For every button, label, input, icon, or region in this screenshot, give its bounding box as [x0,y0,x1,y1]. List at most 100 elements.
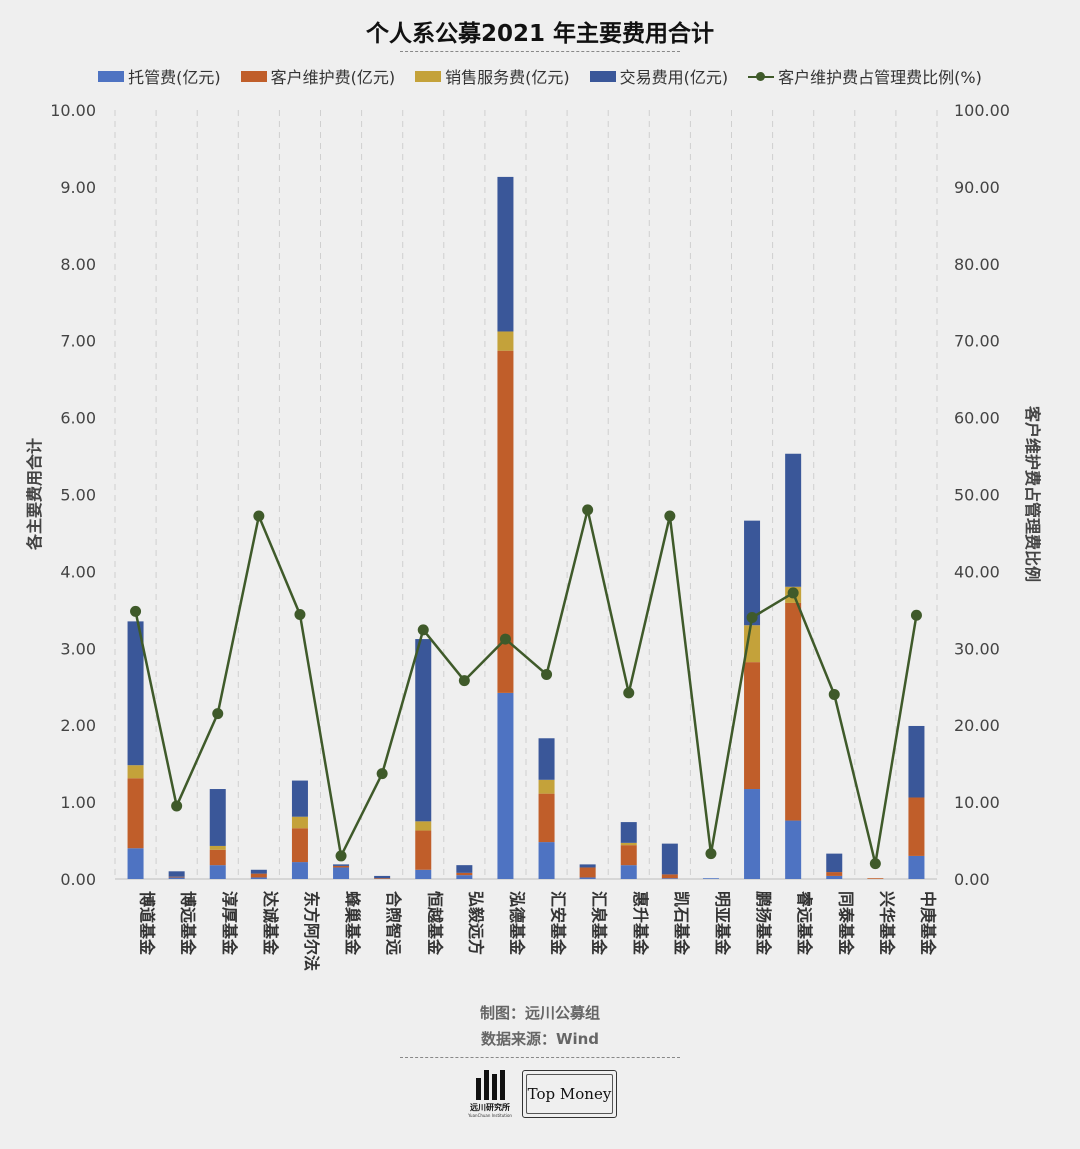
bar-segment-trading [291,780,308,817]
bar-segment-client-maintenance [538,793,555,843]
yuanchuan-logo-text: 远川研究所 [470,1103,510,1112]
footer-source: 数据来源：Wind [480,1030,600,1048]
x-tick-label: 淳厚基金 [220,891,239,956]
legend-swatch-ratio [748,71,775,82]
y-tick-label-right: 60.00 [954,409,1000,428]
y-tick-label-right: 40.00 [954,562,1000,581]
y-tick-label-right: 70.00 [954,332,1000,351]
y-tick-label-left: 7.00 [60,332,96,351]
top-money-logo-text: Top Money [527,1085,612,1103]
x-tick-label: 明亚基金 [713,891,732,956]
x-tick-label: 惠升基金 [631,891,650,956]
x-tick-label: 兴华基金 [877,891,896,956]
legend-item-sales-service: 销售服务费(亿元) [415,64,570,88]
bar-segment-client-maintenance [127,778,144,849]
y-axis-left: 0.00 1.00 2.00 3.00 4.00 5.00 6.00 7.00 8.00 9.00… [50,101,96,889]
bar-segment-sales-service [415,821,432,831]
x-tick-label: 恒越基金 [425,891,444,956]
ratio-point [582,504,594,516]
bar-segment-sales-service [209,845,226,850]
ratio-point [910,609,922,621]
bar-segment-custody [538,842,555,879]
legend-swatch-client-maintenance [240,70,267,82]
ratio-point [746,612,758,624]
bar-segment-sales-service [538,779,555,794]
ratio-point [664,510,676,522]
ratio-point [417,624,429,636]
x-tick-label: 鹏扬基金 [754,891,773,956]
y-tick-label-right: 90.00 [954,178,1000,197]
bar-segment-trading [250,869,267,874]
y-tick-label-right: 20.00 [954,716,1000,735]
y-tick-label-left: 9.00 [60,178,96,197]
bar-segment-custody [168,877,185,879]
x-tick-label: 达诚基金 [261,891,280,956]
legend-label-ratio: 客户维护费占管理费比例(%) [778,68,982,87]
bar-segment-trading [744,520,761,626]
legend-item-ratio: 客户维护费占管理费比例(%) [748,64,982,88]
ratio-point [787,587,799,599]
ratio-point [458,675,470,687]
bar-segment-trading [456,865,473,873]
x-tick-label: 睿远基金 [795,891,814,956]
footer-credit: 制图：远川公募组 [479,1004,600,1022]
bar-segment-client-maintenance [785,602,802,821]
x-tick-label: 合煦智远 [384,891,403,955]
legend-swatch-sales-service [415,70,442,82]
bar-segment-trading [168,871,185,877]
y-tick-label-right: 30.00 [954,639,1000,658]
ratio-point [253,510,265,522]
bar-segment-custody [579,877,596,879]
bar-segment-trading [497,176,514,332]
y-tick-label-left: 6.00 [60,409,96,428]
bar-segment-custody [333,867,350,879]
footer-divider [400,1057,680,1058]
ratio-point [335,850,347,862]
y-tick-label-left: 4.00 [60,562,96,581]
bar-segment-client-maintenance [168,876,185,878]
legend: 托管费(亿元) 客户维护费(亿元) 销售服务费(亿元) 交易费用(亿元) 客户维… [0,64,1080,88]
legend-item-trading: 交易费用(亿元) [589,64,728,88]
x-tick-label: 汇安基金 [549,891,568,956]
ratio-line-series [130,504,922,870]
bar-segment-client-maintenance [620,845,637,866]
legend-swatch-custody [98,70,125,82]
y-tick-label-right: 80.00 [954,255,1000,274]
chart-title: 个人系公募2021 年主要费用合计 [365,21,715,47]
y-axis-right-title: 客户维护费占管理费比例 [1023,406,1042,582]
chart-svg: 0.00 1.00 2.00 3.00 4.00 5.00 6.00 7.00 8.00 9.00… [25,101,1042,971]
x-tick-label: 中庚基金 [918,891,937,956]
x-tick-label: 泓德基金 [507,891,526,956]
bar-segment-custody [702,878,719,879]
y-tick-label-right: 10.00 [954,793,1000,812]
ratio-point [376,768,388,780]
ratio-line [134,509,918,864]
x-tick-label: 博远基金 [179,891,198,956]
bar-series [127,176,925,879]
bar-segment-client-maintenance [456,872,473,876]
legend-swatch-trading [589,70,616,82]
bar-segment-custody [497,692,514,879]
bar-segment-client-maintenance [661,874,678,879]
ratio-point [212,708,224,720]
y-tick-label-left: 3.00 [60,639,96,658]
x-tick-label: 博道基金 [138,891,157,956]
bar-segment-trading [826,853,843,873]
x-tick-label: 东方阿尔法 [302,891,321,971]
bar-segment-client-maintenance [374,878,391,879]
bar-segment-custody [826,875,843,879]
y-tick-label-right: 50.00 [954,486,1000,505]
bar-segment-client-maintenance [497,350,514,693]
bar-segment-trading [209,789,226,846]
bar-segment-client-maintenance [826,872,843,876]
ratio-point [828,688,840,700]
bar-segment-custody [250,877,267,879]
bar-segment-trading [785,453,802,587]
bar-segment-trading [908,725,925,798]
x-tick-label: 弘毅远方 [466,891,485,955]
y-tick-label-right: 100.00 [954,101,1010,120]
bar-segment-trading [538,738,555,780]
yuanchuan-logo-mark [468,1070,512,1100]
bar-segment-trading [661,843,678,875]
